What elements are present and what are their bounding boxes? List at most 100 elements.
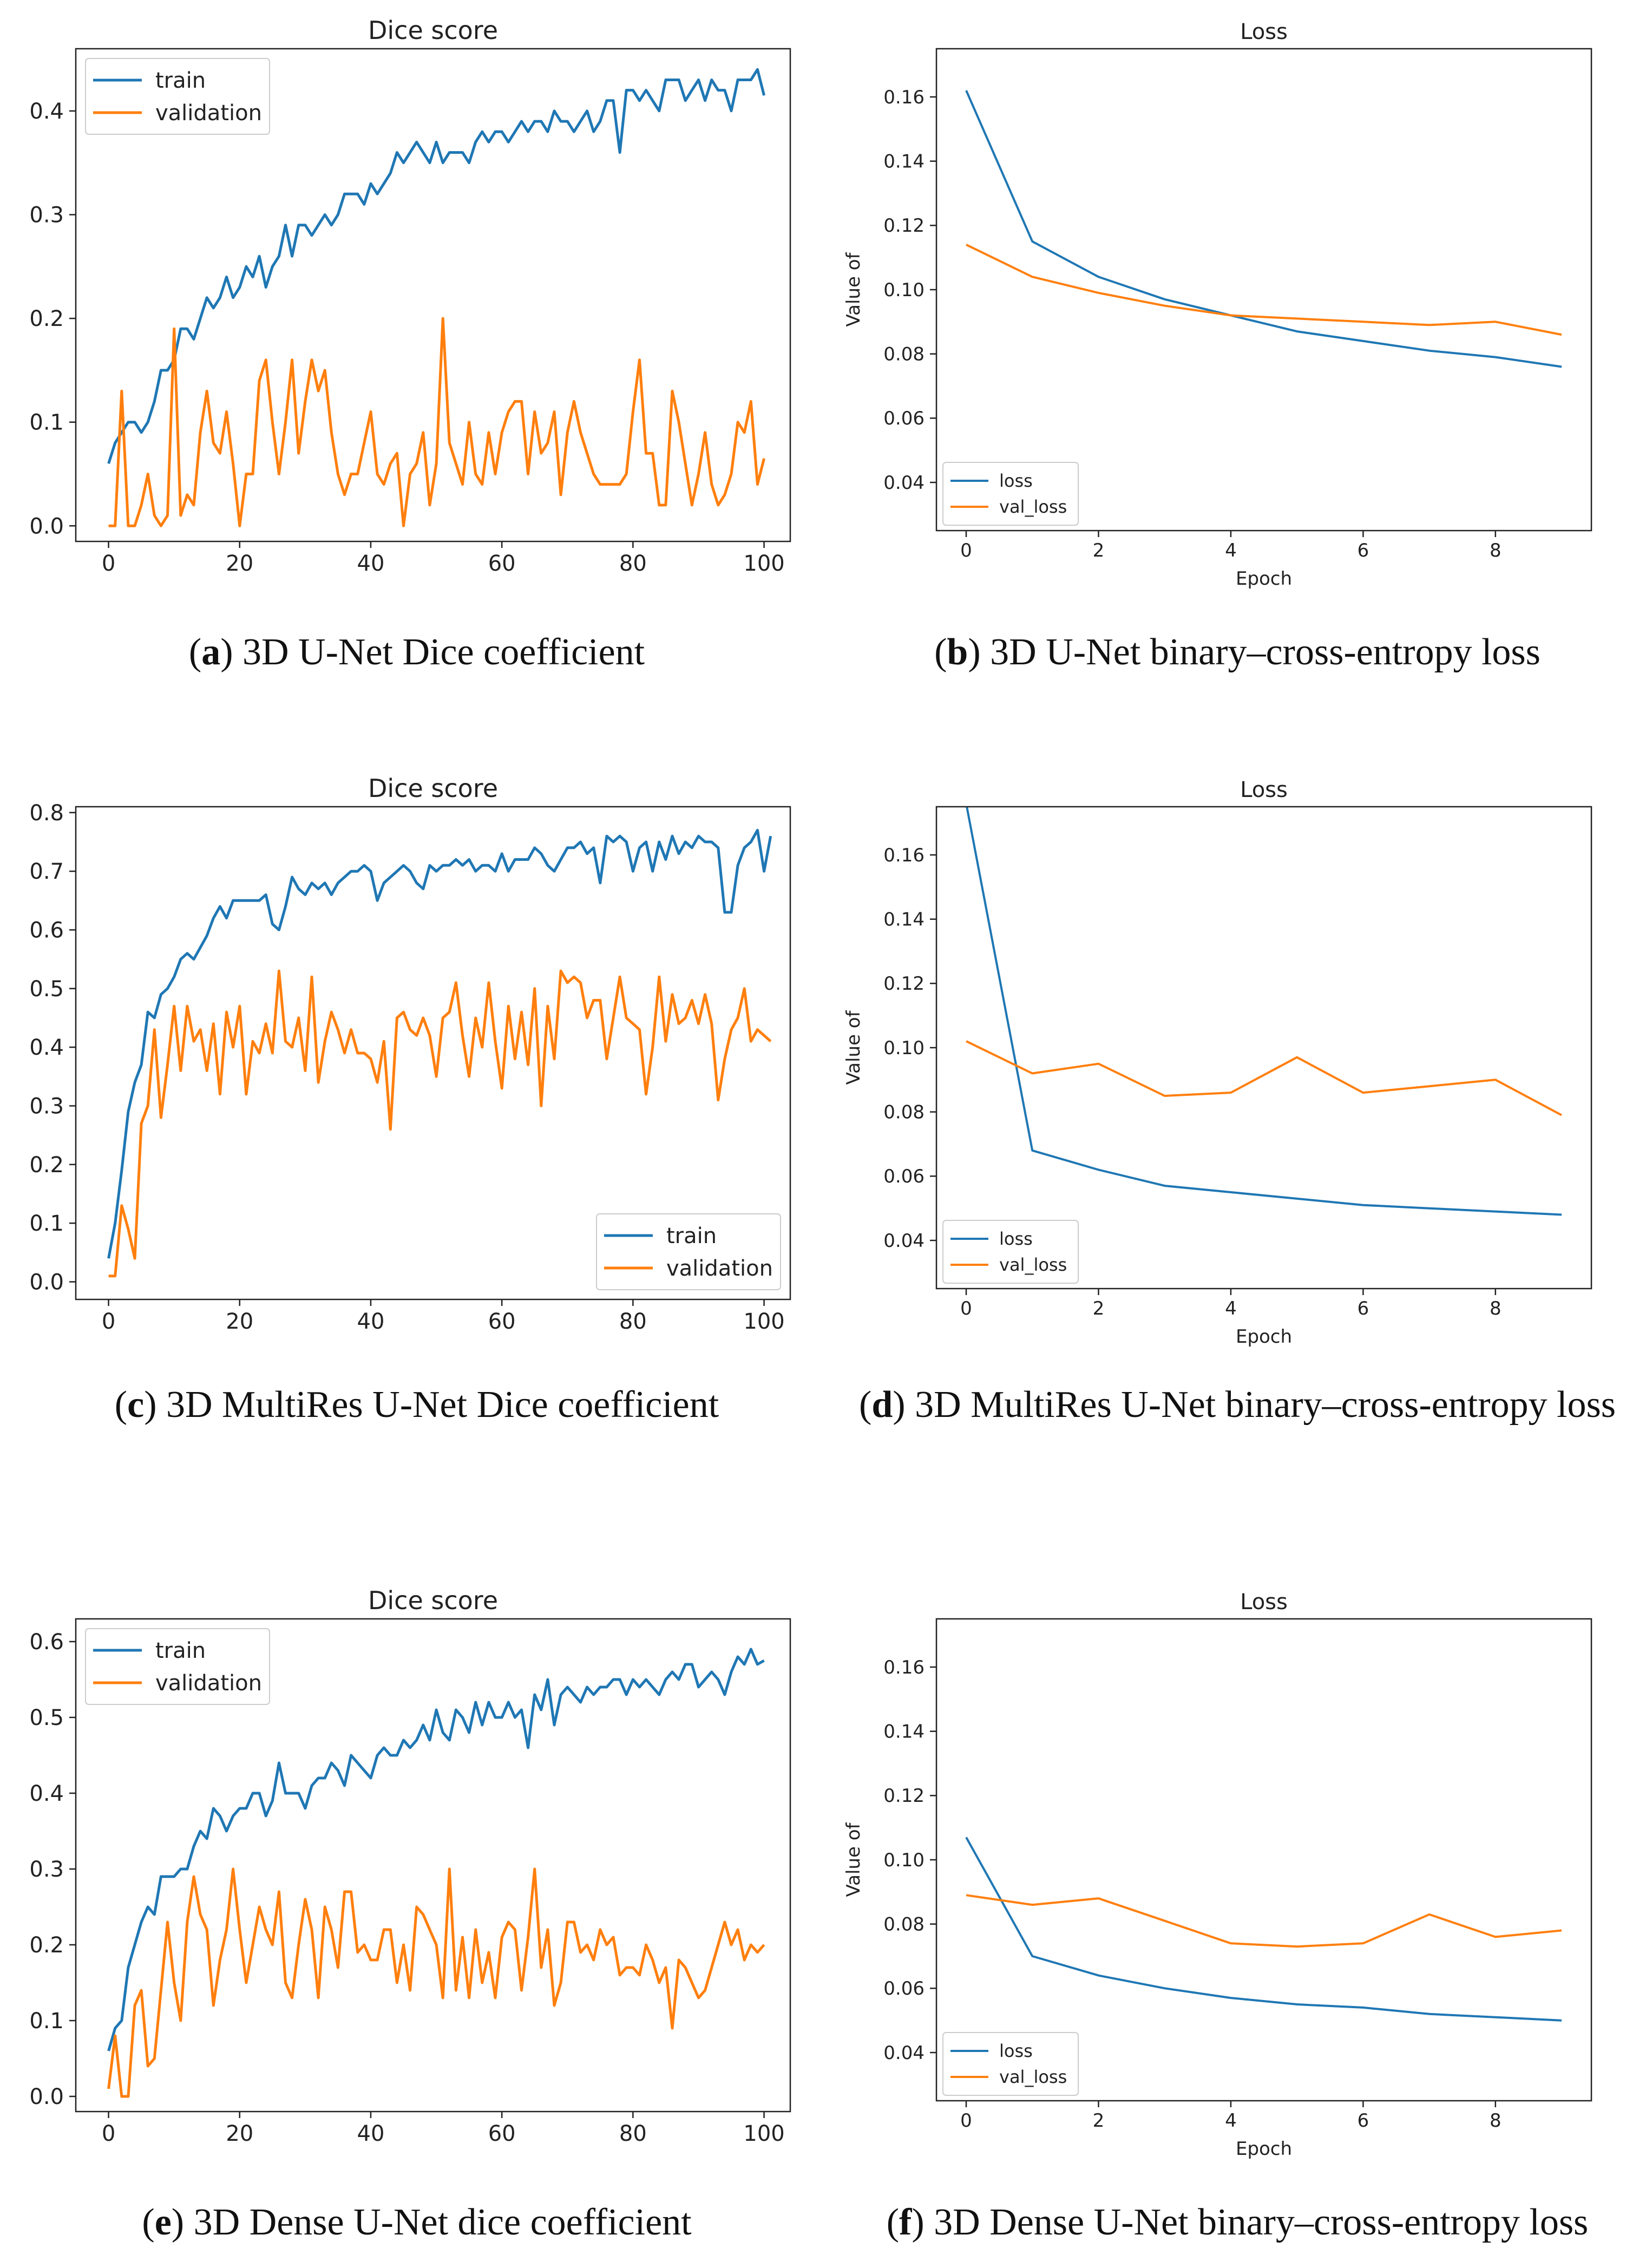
series-line-validation (108, 969, 772, 1278)
y-tick-label: 0.04 (883, 1230, 925, 1252)
x-tick-label: 20 (226, 551, 253, 576)
y-tick-label: 0.2 (29, 306, 64, 331)
y-tick-label: 0.6 (29, 1630, 64, 1655)
y-tick-label: 0.8 (29, 801, 64, 826)
plot-frame (935, 1618, 1592, 2102)
plot-frame (935, 806, 1592, 1290)
chart-d-svg: Loss 0 2 4 6 8 0.04 0.06 0.08 0.10 0.12 0.14 0.16 Epo… (843, 777, 1592, 1348)
y-tick-label: 0.16 (883, 87, 925, 108)
caption-a-letter: a (201, 631, 221, 673)
chart-b: Loss 0 2 4 6 8 0.04 0.06 0.08 0.10 0.12 0.14 0.16 Epo… (834, 11, 1635, 606)
x-tick-label: 0 (960, 540, 972, 561)
x-tick-label: 60 (488, 2121, 516, 2146)
x-axis-label: Epoch (1236, 2138, 1292, 2160)
y-tick-label: 0.04 (883, 472, 925, 494)
x-tick-label: 0 (960, 1298, 972, 1319)
x-tick-label: 4 (1225, 540, 1237, 561)
x-tick-label: 0 (102, 2121, 115, 2146)
y-tick-label: 0.0 (29, 514, 64, 539)
y-tick-label: 0.10 (883, 1850, 925, 1871)
chart-title: Loss (1240, 777, 1288, 802)
y-tick-label: 0.6 (29, 918, 64, 943)
x-tick-label: 8 (1490, 2110, 1502, 2132)
x-tick-label: 2 (1093, 1298, 1105, 1319)
y-tick-label: 0.04 (883, 2042, 925, 2064)
y-tick-label: 0.14 (883, 151, 925, 173)
x-tick-label: 100 (743, 1309, 784, 1334)
series-line-loss (965, 1837, 1562, 2022)
x-tick-label: 40 (357, 1309, 385, 1334)
chart-e-svg: Dice score 0 20 40 60 80 100 0.0 0.1 0.2 0.3 0.4 0.5… (29, 1586, 791, 2146)
plot-frame (935, 48, 1592, 532)
chart-c: Dice score 0 20 40 60 80 100 0.0 0.1 0.2 0.3 0.4 0.5… (11, 769, 812, 1364)
y-tick-label: 0.0 (29, 2084, 64, 2109)
caption-c: (c) 3D MultiRes U-Net Dice coefficient (114, 1384, 719, 1426)
chart-a-svg: Dice score 0 20 40 60 80 100 0.0 0.1 0.2 0.3 0.4 tra… (29, 16, 791, 576)
legend-box (85, 58, 270, 135)
series-line-loss (966, 807, 1562, 1216)
y-tick-label: 0.10 (883, 1037, 925, 1059)
legend-label-val_loss: val_loss (999, 2067, 1067, 2087)
x-tick-label: 8 (1490, 1298, 1502, 1319)
legend-label-loss: loss (999, 471, 1033, 491)
x-tick-label: 2 (1093, 2110, 1105, 2132)
legend-label-train: train (155, 1638, 206, 1663)
chart-f: Loss 0 2 4 6 8 0.04 0.06 0.08 0.10 0.12 0.14 0.16 Epo… (834, 1581, 1635, 2177)
y-tick-label: 0.5 (29, 1705, 64, 1730)
x-axis-label: Epoch (1236, 568, 1292, 590)
plot-frame (75, 48, 791, 543)
caption-d-letter: d (871, 1384, 893, 1426)
x-tick-label: 100 (743, 551, 784, 576)
y-tick-label: 0.14 (883, 1721, 925, 1743)
x-axis-label: Epoch (1236, 1326, 1292, 1348)
y-tick-label: 0.12 (883, 215, 925, 237)
y-tick-label: 0.06 (883, 1166, 925, 1187)
caption-d: (d) 3D MultiRes U-Net binary–cross-entro… (859, 1384, 1616, 1426)
x-tick-label: 40 (357, 2121, 385, 2146)
x-tick-label: 6 (1358, 2110, 1369, 2132)
y-tick-label: 0.06 (883, 408, 925, 429)
legend-label-validation: validation (666, 1256, 773, 1281)
caption-b: (b) 3D U-Net binary–cross-entropy loss (934, 631, 1540, 673)
y-tick-label: 0.3 (29, 1857, 64, 1882)
chart-c-svg: Dice score 0 20 40 60 80 100 0.0 0.1 0.2 0.3 0.4 0.5… (29, 774, 791, 1334)
x-tick-label: 80 (619, 2121, 647, 2146)
chart-e: Dice score 0 20 40 60 80 100 0.0 0.1 0.2 0.3 0.4 0.5… (11, 1581, 812, 2177)
legend-label-validation: validation (155, 101, 262, 126)
caption-f: (f) 3D Dense U-Net binary–cross-entropy … (886, 2201, 1589, 2243)
legend-label-validation: validation (155, 1671, 262, 1696)
y-axis-label: Value of (843, 1010, 864, 1085)
caption-a-text: 3D U-Net Dice coefficient (242, 631, 645, 673)
y-tick-label: 0.5 (29, 977, 64, 1002)
chart-b-svg: Loss 0 2 4 6 8 0.04 0.06 0.08 0.10 0.12 0.14 0.16 Epo… (843, 19, 1592, 590)
y-tick-label: 0.2 (29, 1933, 64, 1958)
y-tick-label: 0.4 (29, 1781, 64, 1806)
caption-c-text: 3D MultiRes U-Net Dice coefficient (166, 1384, 719, 1426)
chart-title: Dice score (368, 16, 498, 45)
y-axis-label: Value of (843, 1822, 864, 1897)
x-tick-label: 0 (102, 1309, 115, 1334)
y-tick-label: 0.08 (883, 1914, 925, 1936)
chart-title: Dice score (368, 1586, 498, 1615)
x-tick-label: 20 (226, 2121, 253, 2146)
caption-e-letter: e (154, 2201, 172, 2243)
plot-frame (75, 806, 791, 1301)
x-tick-label: 8 (1490, 540, 1502, 561)
y-tick-label: 0.3 (29, 1094, 64, 1119)
legend-label-train: train (155, 68, 206, 93)
x-tick-label: 0 (960, 2110, 972, 2132)
caption-e-text: 3D Dense U-Net dice coefficient (193, 2201, 692, 2243)
y-tick-label: 0.06 (883, 1978, 925, 1999)
legend-box (85, 1628, 270, 1705)
series-line-validation (107, 1867, 765, 2098)
y-tick-label: 0.12 (883, 1785, 925, 1807)
y-tick-label: 0.0 (29, 1270, 64, 1295)
caption-c-letter: c (127, 1384, 145, 1426)
series-line-val_loss (966, 1894, 1562, 1948)
x-tick-label: 2 (1093, 540, 1105, 561)
x-tick-label: 4 (1225, 2110, 1237, 2132)
caption-f-letter: f (899, 2201, 912, 2243)
x-tick-label: 4 (1225, 1298, 1237, 1319)
x-tick-label: 80 (619, 1309, 647, 1334)
x-tick-label: 60 (488, 551, 516, 576)
